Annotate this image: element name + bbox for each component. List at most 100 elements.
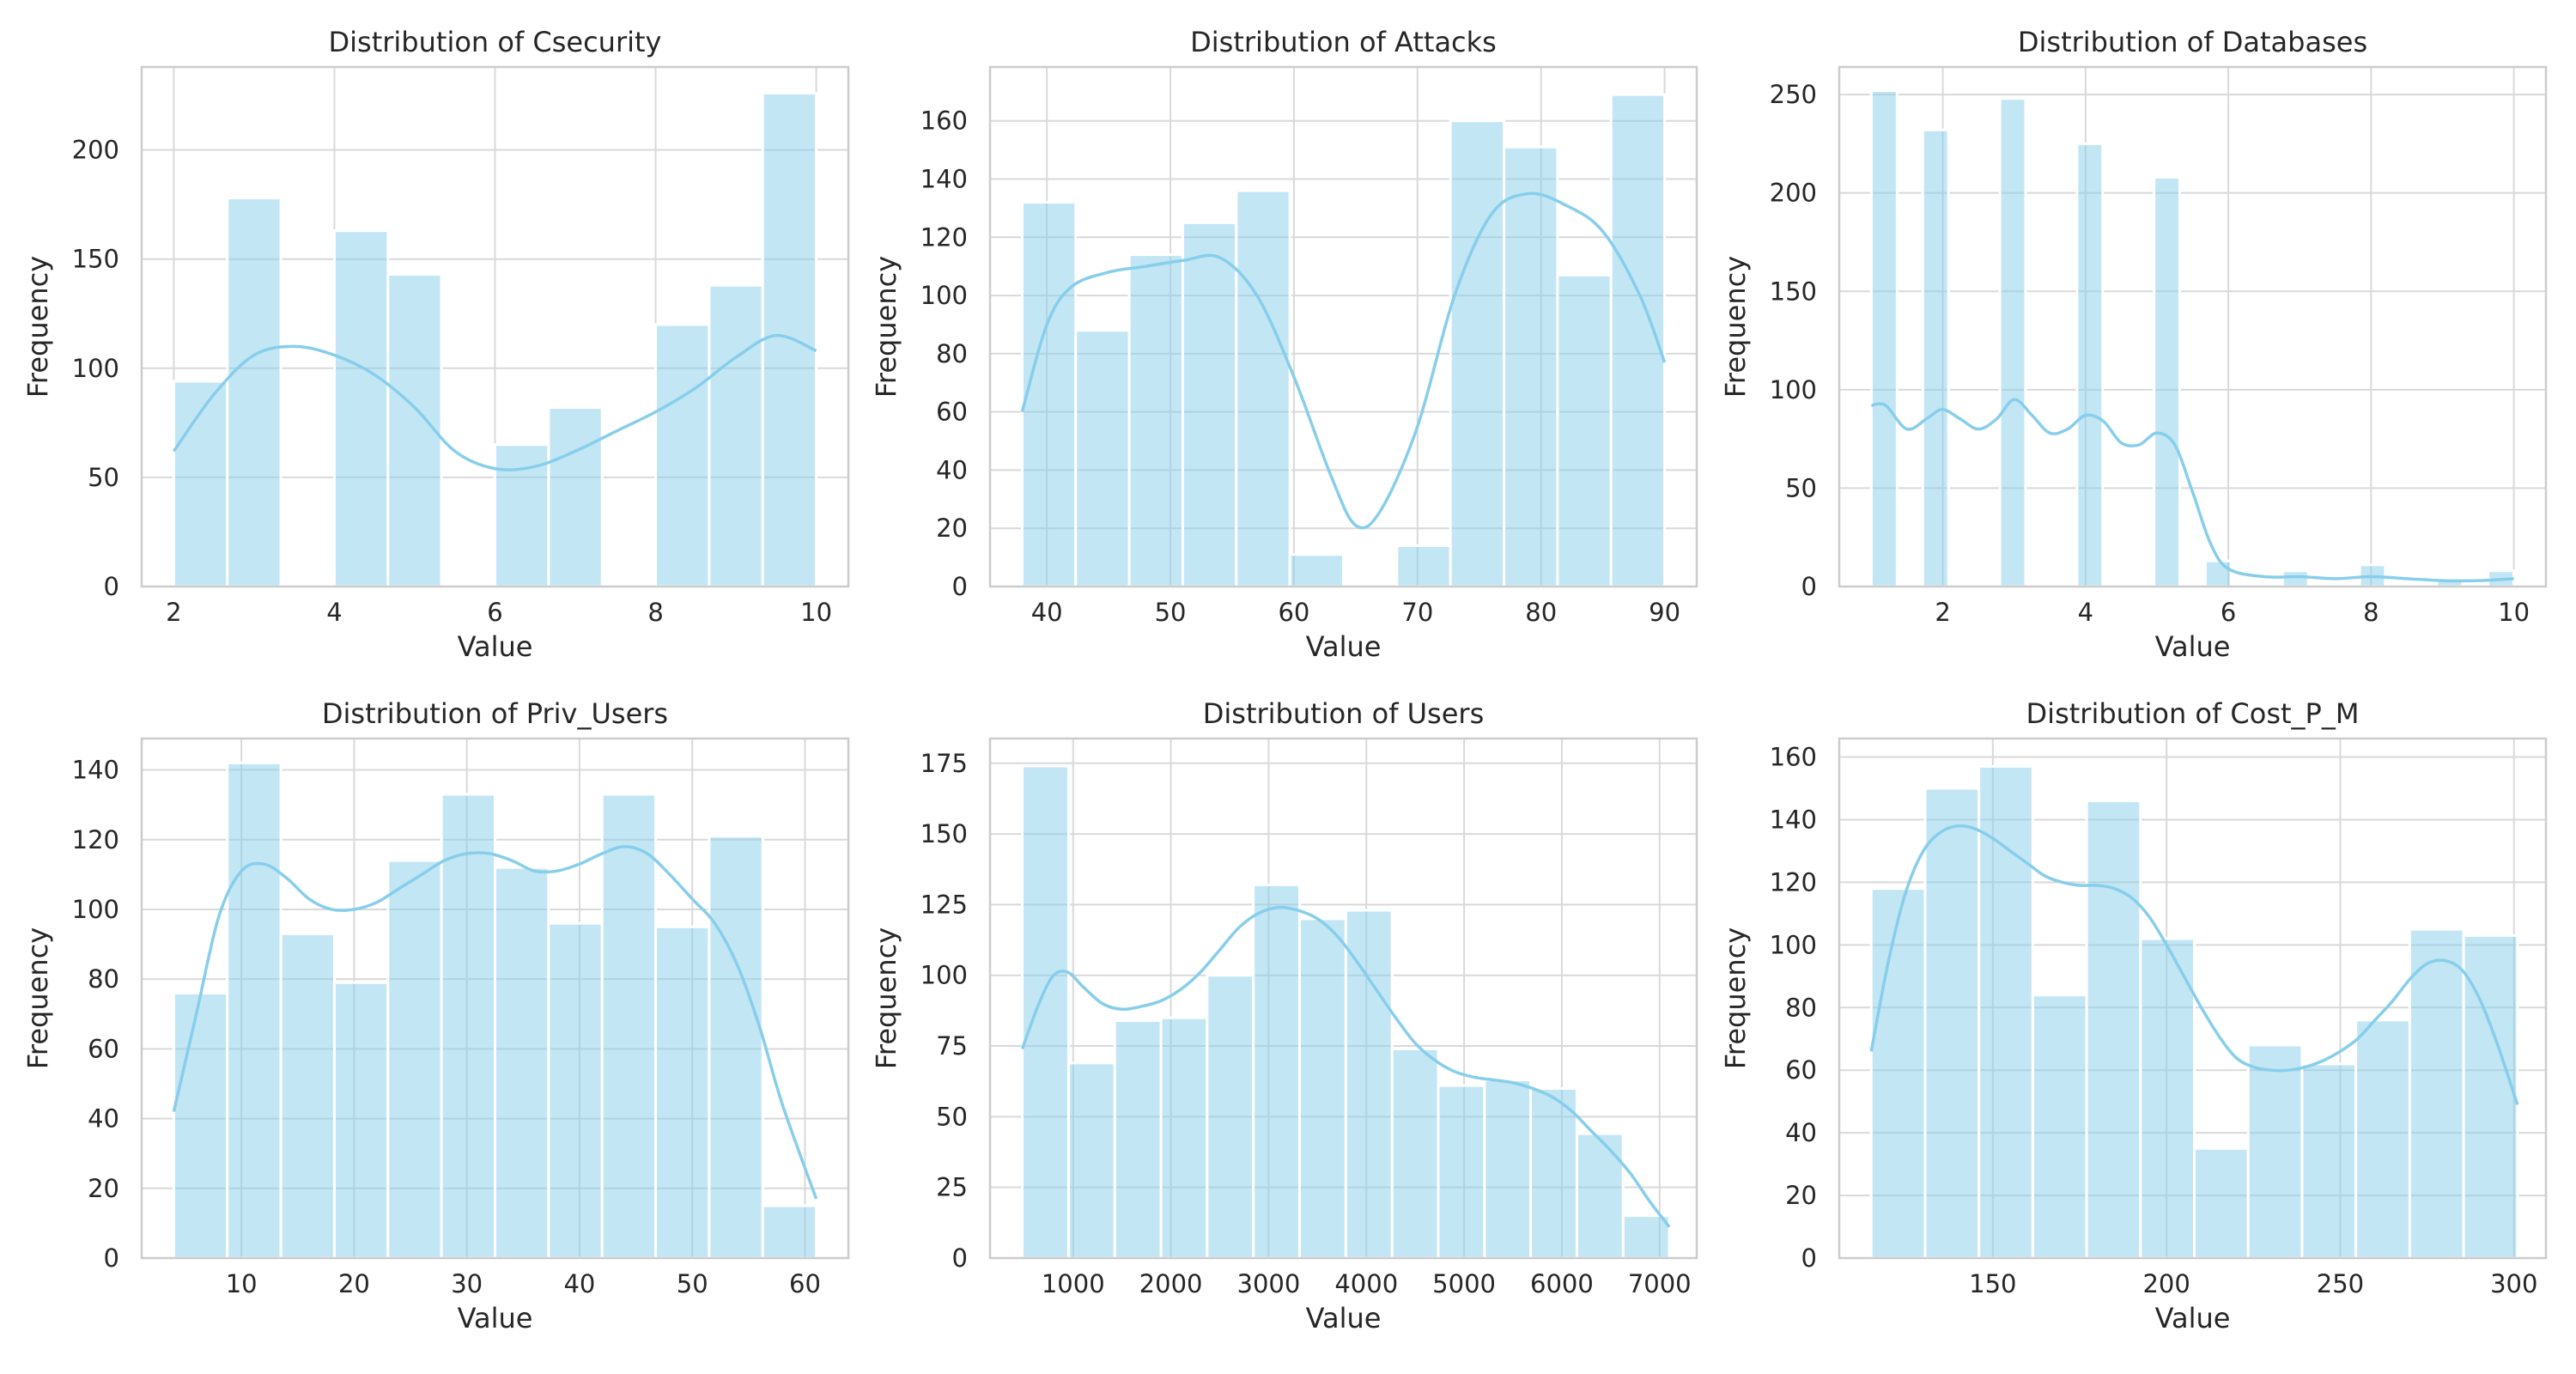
histogram-bar — [1503, 145, 1559, 588]
y-axis-label: Frequency — [21, 927, 54, 1069]
histogram-bar — [1288, 553, 1346, 588]
histogram-bar — [1437, 1084, 1486, 1260]
kde-line — [1020, 905, 1671, 1228]
histogram-bar — [1235, 189, 1291, 588]
x-tick-label: 10 — [2498, 598, 2530, 627]
x-tick-label: 4000 — [1334, 1269, 1398, 1298]
subplot-title: Distribution of Cost_P_M — [2026, 697, 2360, 730]
histogram-bar — [1181, 221, 1238, 588]
x-tick-label: 60 — [789, 1269, 821, 1298]
y-tick-label: 100 — [920, 281, 968, 310]
y-axis-label: Frequency — [1719, 927, 1752, 1069]
x-axis-label: Value — [458, 1302, 533, 1334]
x-tick-label: 10 — [800, 598, 832, 627]
histogram-bar — [547, 406, 604, 588]
x-tick-label: 5000 — [1432, 1269, 1496, 1298]
histogram-bar — [1483, 1079, 1533, 1260]
histogram-bar — [1298, 917, 1347, 1260]
axes-frame — [988, 65, 1698, 588]
x-tick-label: 2 — [1935, 598, 1950, 627]
histogram-bar — [1449, 119, 1506, 588]
kde-line — [1869, 824, 2519, 1105]
axes-frame — [1838, 737, 2548, 1260]
x-tick-label: 4 — [2078, 598, 2093, 627]
y-tick-label: 150 — [1770, 277, 1817, 306]
y-tick-label: 140 — [1770, 805, 1817, 834]
y-axis-label: Frequency — [1719, 256, 1752, 398]
y-tick-label: 40 — [1785, 1118, 1817, 1147]
subplot-title: Distribution of Priv_Users — [322, 697, 668, 730]
histogram-bar — [1344, 909, 1394, 1260]
y-tick-label: 120 — [1770, 867, 1817, 897]
x-tick-label: 90 — [1649, 598, 1680, 627]
histogram-bar — [2193, 1146, 2250, 1260]
histogram-bar — [2408, 927, 2465, 1260]
x-tick-label: 1000 — [1042, 1269, 1105, 1298]
kde-line — [172, 845, 818, 1200]
histogram-bar — [226, 197, 283, 588]
histogram-bar — [1074, 329, 1131, 588]
histogram-bar — [1020, 201, 1078, 588]
x-tick-label: 6 — [2221, 598, 2236, 627]
x-tick-label: 60 — [1278, 598, 1309, 627]
histogram-bar — [2354, 1018, 2411, 1260]
y-tick-label: 50 — [936, 1102, 968, 1131]
histogram-bar — [1159, 1016, 1209, 1260]
subplot-title: Distribution of Databases — [2018, 26, 2367, 58]
x-tick-label: 40 — [1031, 598, 1063, 627]
histogram-bar — [1998, 97, 2027, 588]
histogram-bar — [761, 1204, 818, 1260]
y-tick-label: 160 — [920, 106, 968, 136]
x-axis-label: Value — [2155, 1302, 2231, 1334]
subplot-4: 10 20 30 40 50 60 0 20 40 60 80 100 120 140 Distributi… — [21, 697, 850, 1334]
histogram-bar — [1066, 1061, 1116, 1260]
y-tick-label: 100 — [1770, 375, 1817, 404]
y-tick-label: 0 — [104, 1243, 119, 1273]
y-tick-label: 120 — [72, 825, 119, 854]
y-tick-label: 20 — [88, 1174, 119, 1203]
x-tick-label: 40 — [563, 1269, 595, 1298]
histogram-bar — [1923, 787, 1981, 1260]
y-tick-label: 125 — [920, 890, 968, 919]
histogram-bar — [386, 859, 443, 1260]
x-axis-label: Value — [1306, 1302, 1382, 1334]
x-tick-label: 50 — [677, 1269, 708, 1298]
y-tick-label: 40 — [88, 1104, 119, 1134]
x-tick-label: 80 — [1525, 598, 1557, 627]
histogram-bar — [1869, 89, 1899, 588]
y-tick-label: 75 — [936, 1031, 968, 1061]
y-tick-label: 0 — [1801, 572, 1817, 601]
histogram-bar — [1556, 273, 1613, 588]
y-tick-label: 20 — [1785, 1181, 1817, 1210]
histogram-bar — [332, 981, 390, 1260]
x-axis-label: Value — [458, 630, 533, 663]
y-tick-label: 140 — [72, 756, 119, 785]
y-tick-label: 200 — [1770, 179, 1817, 208]
y-tick-label: 50 — [88, 463, 119, 492]
x-tick-label: 6 — [487, 598, 502, 627]
histogram-bar — [1113, 1018, 1163, 1260]
x-tick-label: 7000 — [1628, 1269, 1692, 1298]
kde-line — [1871, 398, 2514, 583]
y-tick-label: 0 — [952, 572, 968, 601]
y-axis-label: Frequency — [21, 256, 54, 398]
x-tick-label: 20 — [338, 1269, 370, 1298]
histogram-bar — [332, 229, 390, 588]
x-tick-label: 10 — [226, 1269, 258, 1298]
y-tick-label: 0 — [952, 1243, 968, 1273]
histogram-bar — [1529, 1086, 1578, 1260]
x-tick-label: 8 — [647, 598, 663, 627]
x-tick-label: 50 — [1155, 598, 1187, 627]
axes-frame — [140, 737, 850, 1260]
y-tick-label: 100 — [72, 895, 119, 924]
histogram-bar — [1127, 253, 1184, 588]
x-tick-label: 6000 — [1530, 1269, 1594, 1298]
histogram-bar — [2031, 994, 2088, 1260]
histogram-bar — [654, 925, 711, 1260]
y-tick-label: 120 — [920, 222, 968, 252]
x-tick-label: 300 — [2490, 1269, 2537, 1298]
subplot-title: Distribution of Attacks — [1190, 26, 1497, 58]
